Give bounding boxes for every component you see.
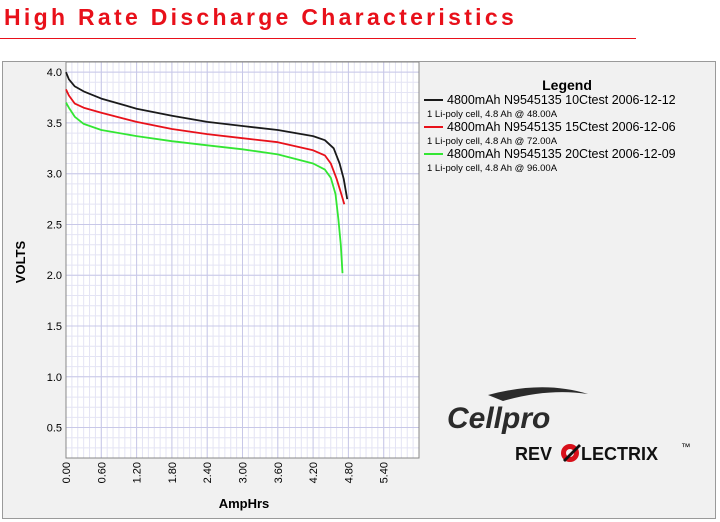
x-tick-label: 1.80: [167, 462, 179, 483]
x-tick-label: 0.00: [61, 462, 73, 483]
plot-border: [65, 62, 420, 459]
x-tick-label: 2.40: [202, 462, 214, 483]
title-underline: [0, 38, 636, 39]
revolectrix-rev: REV: [515, 444, 552, 464]
y-tick-label: 1.5: [47, 321, 62, 333]
legend-series-description: 1 Li-poly cell, 4.8 Ah @ 48.00A: [427, 109, 558, 120]
page-title: High Rate Discharge Characteristics: [4, 4, 518, 30]
legend: Legend 4800mAh N9545135 10Ctest 2006-12-…: [424, 77, 676, 174]
y-tick-label: 3.5: [47, 118, 62, 130]
legend-series-name: 4800mAh N9545135 10Ctest 2006-12-12: [447, 93, 676, 107]
x-tick-label: 0.60: [96, 462, 108, 483]
revolectrix-logo: REV LECTRIX ™: [515, 442, 691, 464]
cellpro-logo: Cellpro: [447, 387, 588, 435]
revolectrix-lectrix: LECTRIX: [581, 444, 658, 464]
x-tick-label: 3.60: [273, 462, 285, 483]
cellpro-swoosh-icon: [488, 387, 588, 401]
x-tick-label: 4.80: [343, 462, 355, 483]
x-tick-label: 1.20: [132, 462, 144, 483]
series-line: [65, 102, 344, 274]
discharge-chart: 0.00 0.60 1.20 1.80 2.40 3.00 3.60 4.20 4.80 5.40…: [13, 62, 691, 511]
legend-series-description: 1 Li-poly cell, 4.8 Ah @ 96.00A: [427, 163, 558, 174]
legend-title: Legend: [542, 77, 592, 93]
y-tick-label: 1.0: [47, 372, 62, 384]
plot-area: 0.00 0.60 1.20 1.80 2.40 3.00 3.60 4.20 4.80 5.40…: [47, 62, 420, 483]
y-tick-label: 4.0: [47, 67, 62, 79]
y-axis-title: VOLTS: [13, 240, 28, 283]
y-tick-label: 0.5: [47, 423, 62, 435]
series-line: [65, 71, 349, 200]
x-axis-title: AmpHrs: [219, 496, 270, 511]
y-tick-label: 2.5: [47, 219, 62, 231]
revolectrix-o-icon: [561, 444, 581, 462]
legend-series-name: 4800mAh N9545135 15Ctest 2006-12-06: [447, 120, 676, 134]
x-tick-label: 5.40: [379, 462, 391, 483]
trademark-symbol: ™: [681, 442, 691, 453]
legend-series-name: 4800mAh N9545135 20Ctest 2006-12-09: [447, 147, 676, 161]
chart-panel: 0.00 0.60 1.20 1.80 2.40 3.00 3.60 4.20 4.80 5.40…: [2, 61, 716, 519]
series-line: [65, 89, 346, 205]
y-tick-label: 3.0: [47, 169, 62, 181]
cellpro-wordmark: Cellpro: [447, 402, 550, 435]
legend-series-description: 1 Li-poly cell, 4.8 Ah @ 72.00A: [427, 136, 558, 147]
y-tick-label: 2.0: [47, 270, 62, 282]
x-tick-label: 3.00: [238, 462, 250, 483]
x-tick-label: 4.20: [308, 462, 320, 483]
